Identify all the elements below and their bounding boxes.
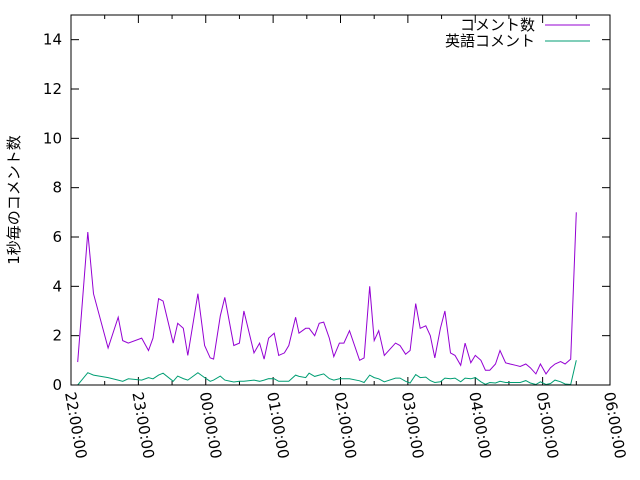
x-tick-label: 02:00:00 [331,391,360,460]
y-tick-label: 10 [43,129,62,147]
x-tick-label: 03:00:00 [398,391,427,460]
y-tick-label: 12 [43,80,62,98]
series-line-1 [77,360,577,386]
legend-label-1: 英語コメント [445,32,535,50]
y-tick-label: 14 [43,31,62,49]
y-tick-label: 6 [52,228,62,246]
x-tick-label: 00:00:00 [196,391,225,460]
x-tick-label: 01:00:00 [263,391,292,460]
axis-ticks: 0 2 4 6 8 10 12 14 22:00:00 23:00:00 00:00:00 01:00… [43,15,629,460]
x-tick-label: 23:00:00 [128,391,157,460]
legend: コメント数 英語コメント [445,16,590,50]
series-line-0 [77,212,577,375]
y-tick-label: 2 [52,327,62,345]
x-tick-label: 05:00:00 [533,391,562,460]
y-tick-label: 4 [52,277,62,295]
y-tick-label: 0 [52,376,62,394]
y-tick-label: 8 [52,179,62,197]
x-tick-label: 06:00:00 [600,391,629,460]
plot-frame [70,14,611,386]
x-tick-label: 22:00:00 [61,391,90,460]
series-lines [77,212,577,386]
legend-label-0: コメント数 [460,16,535,34]
x-tick-label: 04:00:00 [465,391,494,460]
y-axis-label: 1秒毎のコメント数 [5,135,23,265]
